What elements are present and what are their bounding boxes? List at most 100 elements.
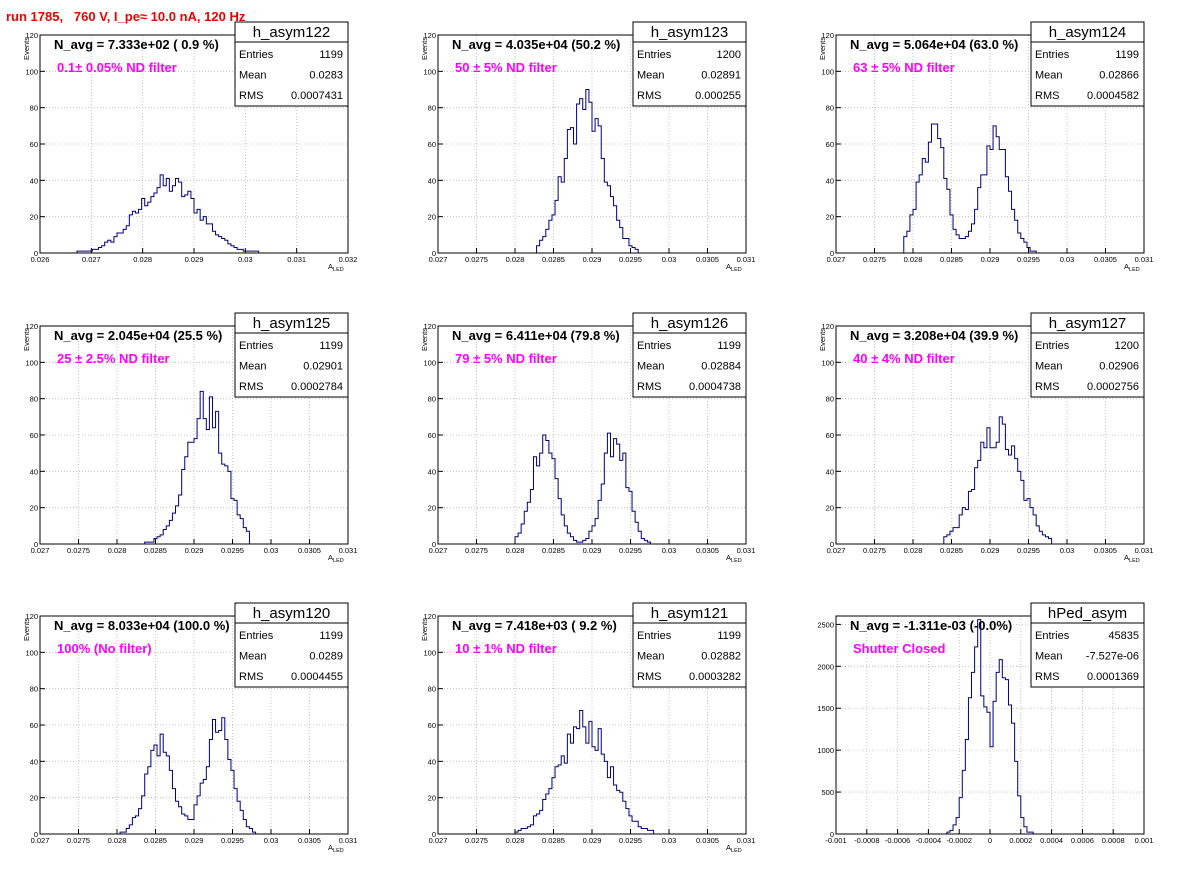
navg-label: N_avg = 4.035e+04 (50.2 %) bbox=[452, 37, 620, 52]
stats-key-entries: Entries bbox=[637, 49, 672, 61]
y-axis-title: Events bbox=[420, 37, 429, 60]
x-tick-label: 0.03 bbox=[662, 546, 677, 555]
stats-value-entries: 1199 bbox=[319, 630, 343, 642]
y-tick-label: 0 bbox=[432, 249, 436, 258]
navg-label: N_avg = 5.064e+04 (63.0 %) bbox=[850, 37, 1018, 52]
stats-key-mean: Mean bbox=[239, 361, 267, 373]
y-tick-label: 100 bbox=[25, 648, 38, 657]
stats-box: hPed_asym Entries 45835 Mean -7.527e-06 RMS 0.… bbox=[1030, 602, 1145, 688]
x-tick-label: 0.0305 bbox=[298, 546, 321, 555]
stats-box: h_asym122 Entries 1199 Mean 0.0283 RMS 0.00074… bbox=[234, 21, 349, 107]
x-tick-label: 0.0275 bbox=[465, 255, 488, 264]
stats-key-entries: Entries bbox=[239, 630, 274, 642]
stats-key-rms: RMS bbox=[637, 90, 661, 102]
stats-value-entries: 1199 bbox=[319, 340, 343, 352]
stats-value-entries: 1199 bbox=[319, 49, 343, 61]
y-tick-label: 60 bbox=[30, 721, 38, 730]
y-axis-title: Events bbox=[22, 618, 31, 641]
stats-key-entries: Entries bbox=[239, 49, 274, 61]
histogram-panel-hPed_asym: -0.001 -0.0008 -0.0006 -0.0004 -0.0002 0 0.000… bbox=[817, 602, 1153, 845]
stats-value-entries: 1199 bbox=[717, 340, 741, 352]
x-tick-label: 0.031 bbox=[339, 836, 358, 845]
filter-label: 100% (No filter) bbox=[57, 641, 152, 656]
histogram-bars bbox=[40, 174, 348, 254]
histogram-panel-h_asym122: 0.026 0.027 0.028 0.029 0.03 0.031 0.032 0 20 40 6… bbox=[22, 21, 357, 273]
x-tick-label: 0.0275 bbox=[67, 546, 90, 555]
y-tick-label: 80 bbox=[428, 395, 436, 404]
filter-label: 50 ± 5% ND filter bbox=[455, 60, 557, 75]
x-tick-label: 0.027 bbox=[31, 546, 50, 555]
stats-key-rms: RMS bbox=[637, 381, 661, 393]
stats-key-entries: Entries bbox=[637, 340, 672, 352]
navg-label: N_avg = 3.208e+04 (39.9 %) bbox=[850, 328, 1018, 343]
x-tick-label: 0.027 bbox=[31, 836, 50, 845]
x-axis-title: ALED bbox=[726, 843, 742, 854]
run-title: run 1785, 760 V, I_pe≈ 10.0 nA, 120 Hz bbox=[6, 9, 246, 24]
stats-key-entries: Entries bbox=[637, 630, 672, 642]
y-tick-label: 0 bbox=[34, 830, 38, 839]
x-axis-title: ALED bbox=[328, 843, 344, 854]
stats-histogram-name: hPed_asym bbox=[1048, 605, 1127, 622]
x-tick-label: -0.0002 bbox=[946, 836, 971, 845]
stats-value-mean: 0.0289 bbox=[309, 651, 343, 663]
y-tick-label: 0 bbox=[830, 249, 834, 258]
histogram-panel-h_asym123: 0.027 0.0275 0.028 0.0285 0.029 0.0295 0.03 0.0… bbox=[420, 21, 755, 273]
y-tick-label: 20 bbox=[30, 213, 38, 222]
stats-value-rms: 0.0003282 bbox=[689, 671, 741, 683]
y-tick-label: 0 bbox=[34, 540, 38, 549]
stats-value-mean: 0.02901 bbox=[303, 361, 343, 373]
y-tick-label: 100 bbox=[821, 358, 834, 367]
stats-key-entries: Entries bbox=[1035, 49, 1070, 61]
y-tick-label: 40 bbox=[30, 757, 38, 766]
y-tick-label: 100 bbox=[821, 67, 834, 76]
y-tick-label: 0 bbox=[432, 830, 436, 839]
y-tick-label: 100 bbox=[423, 648, 436, 657]
y-tick-label: 1500 bbox=[817, 704, 834, 713]
histogram-panel-h_asym125: 0.027 0.0275 0.028 0.0285 0.029 0.0295 0.03 0.0… bbox=[22, 312, 358, 564]
y-axis-title: Events bbox=[818, 328, 827, 351]
x-tick-label: 0.029 bbox=[583, 546, 602, 555]
stats-value-entries: 1199 bbox=[717, 630, 741, 642]
y-tick-label: 40 bbox=[826, 176, 834, 185]
stats-key-mean: Mean bbox=[637, 70, 665, 82]
stats-key-mean: Mean bbox=[1035, 651, 1063, 663]
stats-histogram-name: h_asym120 bbox=[253, 605, 331, 622]
stats-key-entries: Entries bbox=[239, 340, 274, 352]
x-tick-label: 0.031 bbox=[1135, 546, 1154, 555]
navg-label: N_avg = 6.411e+04 (79.8 %) bbox=[452, 328, 620, 343]
stats-key-entries: Entries bbox=[1035, 340, 1070, 352]
x-tick-label: 0.031 bbox=[339, 546, 358, 555]
y-tick-label: 80 bbox=[428, 685, 436, 694]
y-tick-label: 80 bbox=[30, 395, 38, 404]
x-tick-label: 0.029 bbox=[185, 836, 204, 845]
x-tick-label: 0.03 bbox=[264, 546, 279, 555]
stats-key-mean: Mean bbox=[637, 361, 665, 373]
histogram-bars bbox=[438, 89, 746, 254]
filter-label: 10 ± 1% ND filter bbox=[455, 641, 557, 656]
y-axis-title: Events bbox=[420, 328, 429, 351]
stats-value-rms: 0.0004738 bbox=[689, 381, 741, 393]
x-tick-label: 0.03 bbox=[238, 255, 253, 264]
y-tick-label: 120 bbox=[423, 612, 436, 621]
stats-value-entries: 1199 bbox=[1115, 49, 1139, 61]
stats-box-frame bbox=[1030, 602, 1145, 688]
y-tick-label: 80 bbox=[30, 104, 38, 113]
x-axis-title: ALED bbox=[726, 262, 742, 273]
stats-key-mean: Mean bbox=[637, 651, 665, 663]
x-tick-label: 0.0305 bbox=[1094, 546, 1117, 555]
y-tick-label: 80 bbox=[826, 395, 834, 404]
y-tick-label: 60 bbox=[826, 431, 834, 440]
y-tick-label: 0 bbox=[830, 540, 834, 549]
filter-label: 0.1± 0.05% ND filter bbox=[57, 60, 177, 75]
histogram-panel-h_asym121: 0.027 0.0275 0.028 0.0285 0.029 0.0295 0.03 0.0… bbox=[420, 602, 756, 854]
navg-label: N_avg = -1.311e-03 (-0.0%) bbox=[850, 618, 1012, 633]
x-tick-label: 0.0295 bbox=[221, 836, 244, 845]
histogram-panel-h_asym127: 0.027 0.0275 0.028 0.0285 0.029 0.0295 0.03 0.0… bbox=[818, 312, 1154, 564]
x-tick-label: 0.027 bbox=[429, 836, 448, 845]
stats-value-rms: 0.0001369 bbox=[1087, 671, 1139, 683]
stats-key-mean: Mean bbox=[1035, 361, 1063, 373]
y-tick-label: 40 bbox=[428, 467, 436, 476]
x-tick-label: 0.0295 bbox=[221, 546, 244, 555]
y-tick-label: 40 bbox=[826, 467, 834, 476]
x-tick-label: 0.031 bbox=[737, 836, 756, 845]
